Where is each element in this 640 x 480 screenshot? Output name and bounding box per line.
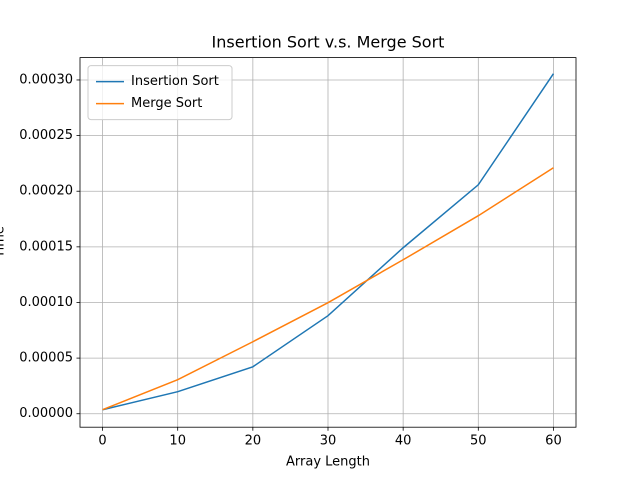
legend-box [87,65,233,121]
y-tick-label: 0.00025 [19,128,73,143]
axes-frame [79,57,577,428]
x-tick-label: 60 [545,434,562,449]
legend-label: Insertion Sort [131,74,219,89]
x-tick-label: 50 [470,434,487,449]
line-series [102,167,554,411]
legend-label: Merge Sort [131,96,202,111]
y-tick-label: 0.00010 [19,295,73,310]
y-tick-label: 0.00030 [19,72,73,87]
y-tick-label: 0.00000 [19,406,73,421]
x-tick-label: 40 [395,434,412,449]
x-tick-label: 10 [169,434,186,449]
x-axis-label: Array Length [286,455,370,470]
y-tick-label: 0.00005 [19,351,73,366]
y-axis-label: Time [0,226,8,259]
x-tick-label: 0 [98,434,106,449]
y-tick-label: 0.00015 [19,239,73,254]
x-tick-label: 20 [245,434,262,449]
line-series [102,73,555,411]
x-tick-label: 30 [320,434,337,449]
chart-title: Insertion Sort v.s. Merge Sort [212,33,445,52]
y-tick-label: 0.00020 [19,184,73,199]
